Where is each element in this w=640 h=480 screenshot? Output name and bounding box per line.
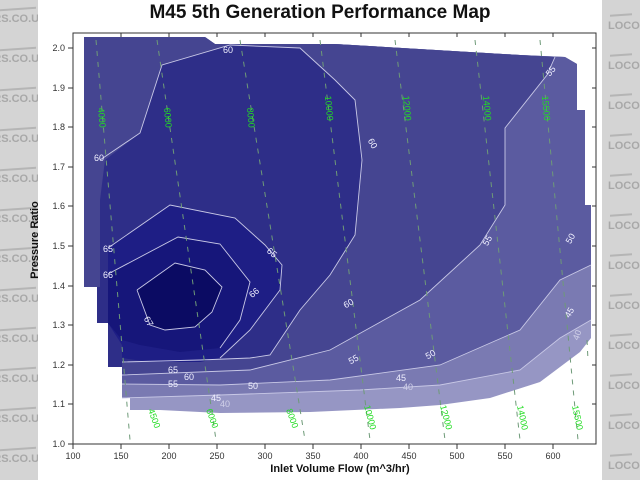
watermark-text: LOCOST xyxy=(608,460,640,472)
svg-text:1.0: 1.0 xyxy=(52,439,65,449)
x-axis-ticks xyxy=(72,33,554,449)
speed-label-14000: 14000 xyxy=(481,95,493,121)
speed-label-6000: 6000 xyxy=(162,107,174,128)
watermark-text: DERS.CO.U xyxy=(0,293,38,305)
svg-text:45: 45 xyxy=(396,373,406,383)
watermark-text: DERS.CO.U xyxy=(0,93,38,105)
svg-text:45: 45 xyxy=(211,393,221,403)
y-axis-label: Pressure Ratio xyxy=(29,201,41,279)
watermark-text: LOCOST xyxy=(608,60,640,72)
svg-text:50: 50 xyxy=(564,232,578,246)
watermark-text: DERS.CO.U xyxy=(0,333,38,345)
watermark-text: LOCOST xyxy=(608,220,640,232)
svg-text:1.6: 1.6 xyxy=(52,201,65,211)
svg-text:60: 60 xyxy=(366,137,380,151)
efficiency-regions xyxy=(84,37,591,413)
svg-text:65: 65 xyxy=(103,244,113,254)
svg-text:600: 600 xyxy=(545,451,560,461)
speed-lines xyxy=(95,39,589,441)
svg-text:450: 450 xyxy=(401,451,416,461)
x-tick-labels: 100 150 200 250 300 350 400 450 500 550 … xyxy=(65,451,560,461)
watermark-text: DERS.CO.U xyxy=(0,133,38,145)
watermark-text: DERS.CO.U xyxy=(0,413,38,425)
watermark-left-strip: DERS.CO.U DERS.CO.U DERS.CO.U DERS.CO.U DERS… xyxy=(0,0,38,480)
svg-text:1.2: 1.2 xyxy=(52,360,65,370)
watermark-text: LOCOST xyxy=(608,420,640,432)
svg-text:66: 66 xyxy=(103,270,113,280)
watermark-right-strip: LOCOST LOCOST LOCOST LOCOST LOCOST LOCOST LOCO… xyxy=(602,0,640,480)
region-eff-67 xyxy=(137,263,222,330)
svg-text:60: 60 xyxy=(94,153,104,163)
svg-text:60: 60 xyxy=(223,45,233,55)
chart-title: M45 5th Generation Performance Map xyxy=(149,2,491,23)
svg-text:55: 55 xyxy=(481,234,495,248)
watermark-text: LOCOST xyxy=(608,340,640,352)
svg-text:45: 45 xyxy=(563,306,577,320)
watermark-text: DERS.CO.U xyxy=(0,173,38,185)
svg-text:350: 350 xyxy=(305,451,320,461)
svg-text:1.5: 1.5 xyxy=(52,241,65,251)
svg-text:50: 50 xyxy=(424,348,438,362)
y-axis-ticks xyxy=(68,47,596,445)
svg-text:1.3: 1.3 xyxy=(52,320,65,330)
svg-text:500: 500 xyxy=(449,451,464,461)
svg-text:1.4: 1.4 xyxy=(52,281,65,291)
svg-text:67: 67 xyxy=(142,315,156,329)
svg-text:66: 66 xyxy=(247,286,261,300)
svg-text:65: 65 xyxy=(168,365,178,375)
svg-text:100: 100 xyxy=(65,451,80,461)
contour-labels: 67 66 65 66 65 60 60 60 60 65 60 55 55 5… xyxy=(94,45,584,409)
svg-text:55: 55 xyxy=(347,353,361,367)
watermark-text: LOCOST xyxy=(608,300,640,312)
svg-text:50: 50 xyxy=(248,381,258,391)
watermark-text: LOCOST xyxy=(608,180,640,192)
watermark-text: DERS.CO.U xyxy=(0,53,38,65)
svg-text:200: 200 xyxy=(161,451,176,461)
svg-text:1.1: 1.1 xyxy=(52,399,65,409)
svg-text:2.0: 2.0 xyxy=(52,43,65,53)
watermark-text: DERS.CO.U xyxy=(0,213,38,225)
svg-text:40: 40 xyxy=(571,329,584,342)
watermark-text: DERS.CO.U xyxy=(0,253,38,265)
contour-lines xyxy=(99,44,592,399)
svg-text:60: 60 xyxy=(184,372,194,382)
watermark-text: DERS.CO.U xyxy=(0,13,38,25)
svg-text:55: 55 xyxy=(544,64,558,78)
svg-text:1.7: 1.7 xyxy=(52,162,65,172)
speed-label-15500: 15500 xyxy=(540,95,552,121)
svg-text:40: 40 xyxy=(403,382,413,392)
speed-label-12000: 12000 xyxy=(401,95,413,121)
svg-text:300: 300 xyxy=(257,451,272,461)
svg-text:150: 150 xyxy=(113,451,128,461)
speed-label-10000: 10000 xyxy=(323,95,335,121)
watermark-text: LOCOST xyxy=(608,140,640,152)
speed-label-4000: 4000 xyxy=(96,107,108,128)
svg-text:1.8: 1.8 xyxy=(52,122,65,132)
y-tick-labels: 1.0 1.1 1.2 1.3 1.4 1.5 1.6 1.7 1.8 1.9 … xyxy=(52,43,65,449)
svg-text:400: 400 xyxy=(353,451,368,461)
svg-text:40: 40 xyxy=(220,399,230,409)
x-axis-label: Inlet Volume Flow (m^3/hr) xyxy=(270,463,410,475)
svg-text:250: 250 xyxy=(209,451,224,461)
svg-text:65: 65 xyxy=(265,246,279,260)
svg-text:55: 55 xyxy=(168,379,178,389)
watermark-text: LOCOST xyxy=(608,380,640,392)
watermark-text: LOCOST xyxy=(608,100,640,112)
watermark-text: LOCOST xyxy=(608,260,640,272)
speed-label-8000: 8000 xyxy=(245,107,257,128)
watermark-text: DERS.CO.U xyxy=(0,373,38,385)
watermark-text: DERS.CO.U xyxy=(0,453,38,465)
svg-text:550: 550 xyxy=(497,451,512,461)
watermark-text: LOCOST xyxy=(608,20,640,32)
svg-text:60: 60 xyxy=(342,297,356,311)
svg-text:1.9: 1.9 xyxy=(52,83,65,93)
